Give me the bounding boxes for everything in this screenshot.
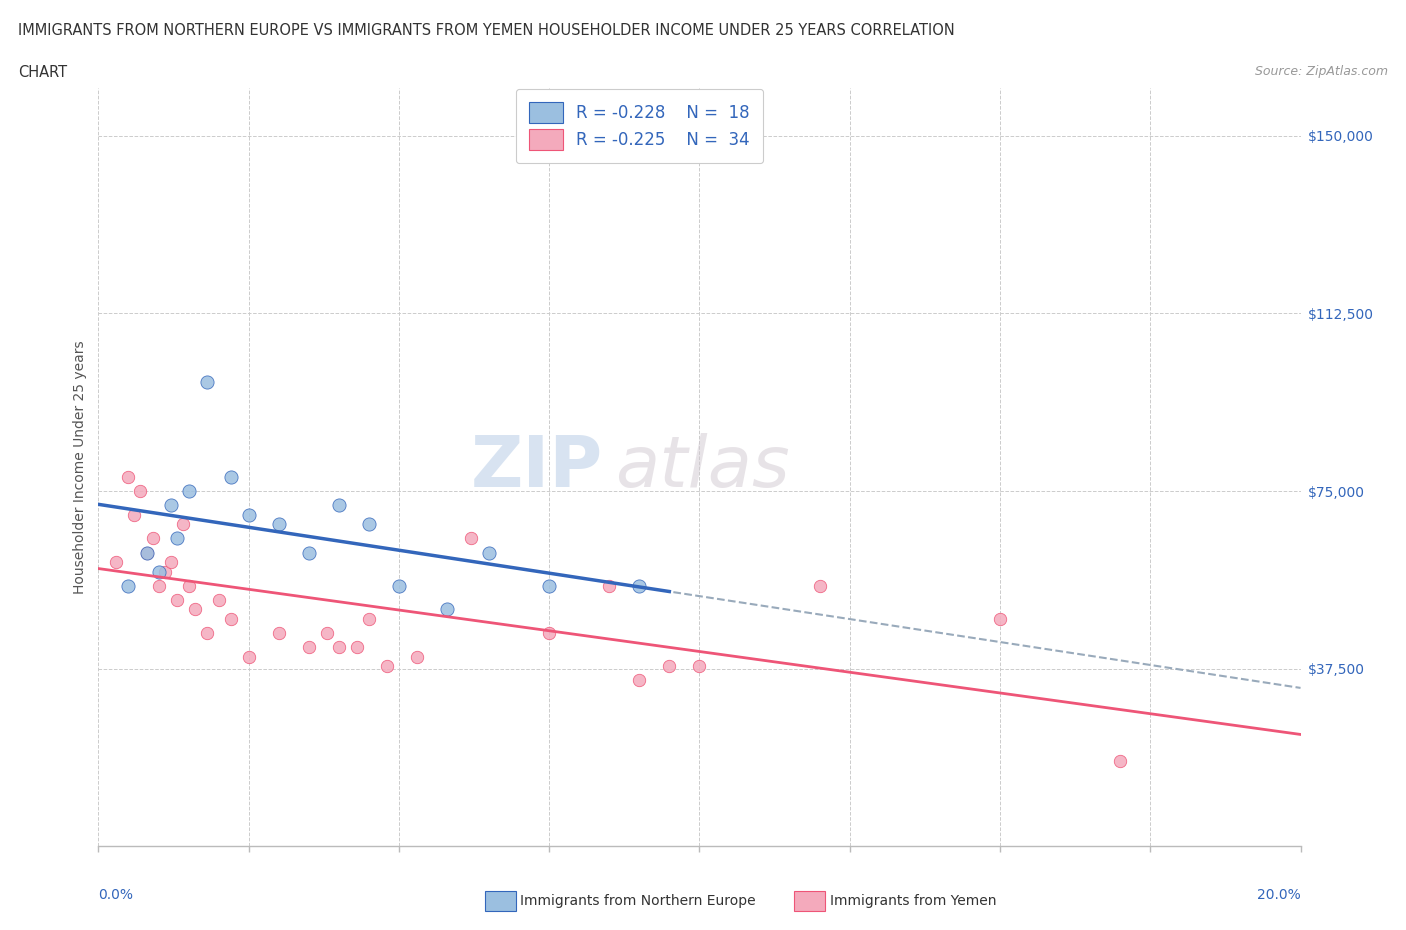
Point (172, 517, 194, 532)
Point (177, 578, 200, 593)
Point (195, 626, 218, 641)
Point (117, 470, 139, 485)
Point (238, 507, 260, 522)
Text: atlas: atlas (616, 432, 790, 502)
Text: ZIP: ZIP (471, 432, 603, 502)
Text: IMMIGRANTS FROM NORTHERN EUROPE VS IMMIGRANTS FROM YEMEN HOUSEHOLDER INCOME UNDE: IMMIGRANTS FROM NORTHERN EUROPE VS IMMIG… (18, 23, 955, 38)
Point (357, 612, 380, 627)
Point (124, 507, 146, 522)
Point (315, 626, 337, 641)
Text: Immigrants from Yemen: Immigrants from Yemen (830, 894, 995, 909)
Point (298, 640, 321, 655)
Point (346, 640, 368, 655)
Point (808, 578, 831, 593)
Point (478, 545, 501, 560)
Legend: R = -0.228    N =  18, R = -0.225    N =  34: R = -0.228 N = 18, R = -0.225 N = 34 (516, 89, 763, 163)
Point (219, 612, 242, 627)
Point (177, 484, 200, 498)
Point (238, 649, 260, 664)
Point (105, 554, 128, 569)
Point (298, 545, 321, 560)
Text: CHART: CHART (18, 65, 67, 80)
Point (538, 578, 561, 593)
Point (538, 626, 561, 641)
Point (195, 375, 218, 390)
Point (406, 649, 429, 664)
Text: 0.0%: 0.0% (98, 888, 134, 902)
Point (628, 673, 651, 688)
Point (598, 578, 620, 593)
Point (658, 658, 681, 673)
Text: 20.0%: 20.0% (1257, 888, 1301, 902)
Text: Immigrants from Northern Europe: Immigrants from Northern Europe (520, 894, 756, 909)
Point (267, 626, 290, 641)
Point (117, 578, 139, 593)
Point (166, 531, 188, 546)
Point (141, 531, 163, 546)
Y-axis label: Householder Income Under 25 years: Householder Income Under 25 years (73, 340, 87, 594)
Point (436, 602, 458, 617)
Point (135, 545, 157, 560)
Point (148, 578, 170, 593)
Point (267, 517, 290, 532)
Point (208, 592, 231, 607)
Point (328, 498, 350, 512)
Point (628, 578, 651, 593)
Point (375, 658, 398, 673)
Point (219, 470, 242, 485)
Point (357, 517, 380, 532)
Point (689, 658, 711, 673)
Point (135, 545, 157, 560)
Point (183, 602, 205, 617)
Point (153, 565, 176, 579)
Point (460, 531, 482, 546)
Point (388, 578, 411, 593)
Point (988, 612, 1011, 627)
Point (166, 592, 188, 607)
Point (129, 484, 152, 498)
Point (148, 565, 170, 579)
Text: Source: ZipAtlas.com: Source: ZipAtlas.com (1254, 65, 1388, 78)
Point (159, 554, 181, 569)
Point (328, 640, 350, 655)
Point (1109, 753, 1132, 768)
Point (159, 498, 181, 512)
